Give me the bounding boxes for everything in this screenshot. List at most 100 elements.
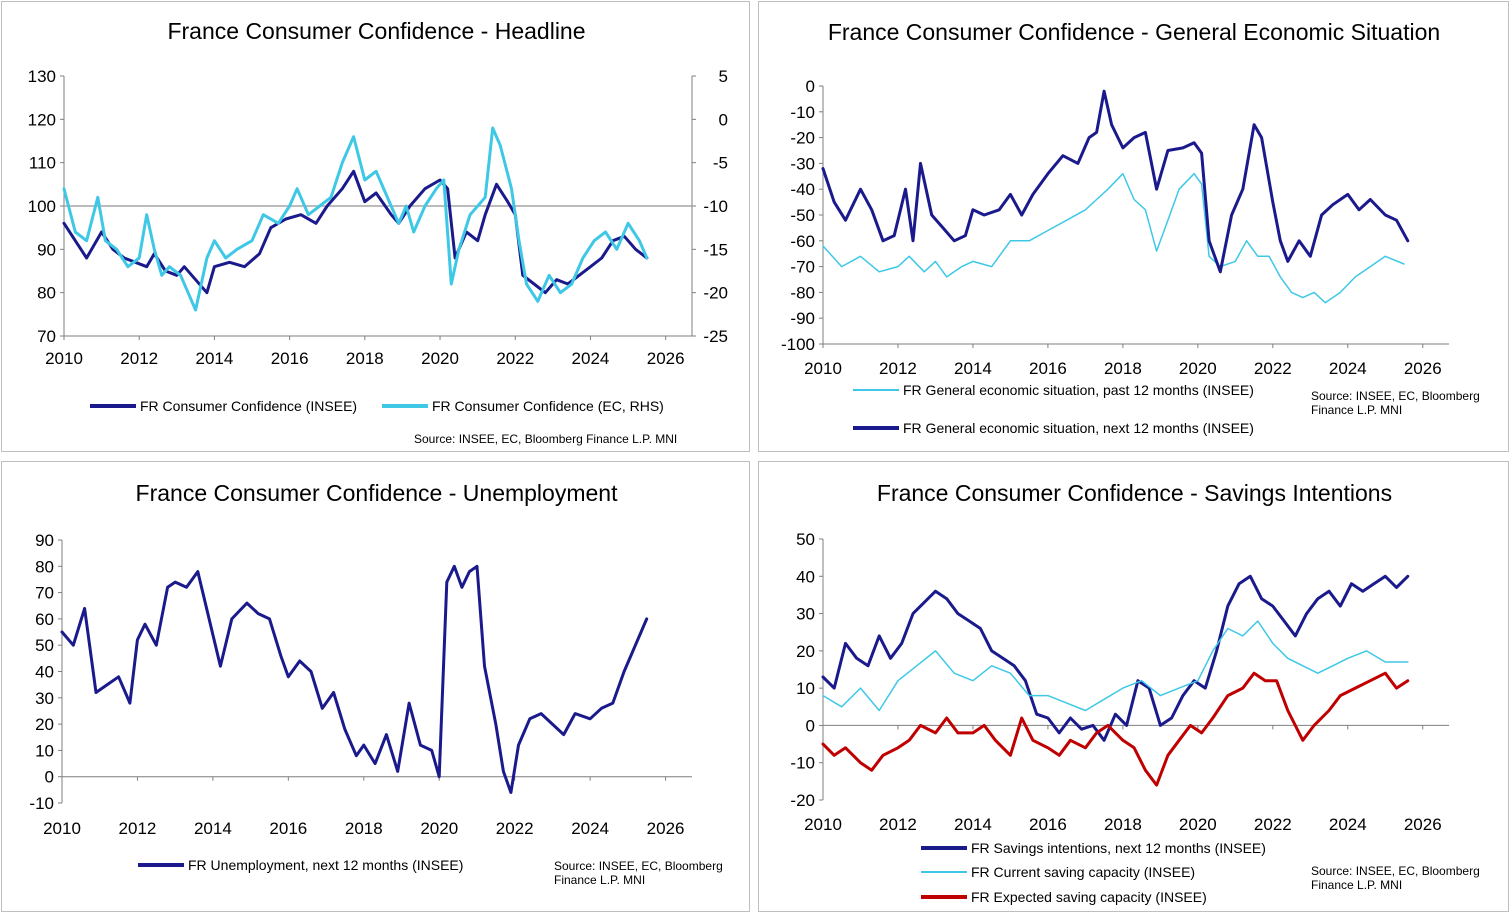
unemployment-chart-title: France Consumer Confidence - Unemploymen… — [135, 480, 618, 506]
y-tick-label: 40 — [796, 567, 815, 586]
x-tick-label: 2026 — [1404, 359, 1442, 378]
legend-line-swatch — [90, 404, 136, 408]
y-tick-label: 60 — [35, 610, 54, 629]
y-tick-label: -100 — [781, 335, 815, 354]
headline-chart-panel: France Consumer Confidence - Headline 20… — [1, 1, 750, 452]
x-tick-label: 2014 — [194, 819, 232, 838]
unemployment-chart-canvas: 2010 2012 2014 2016 2018 2020 2022 2024 2026-100… — [29, 531, 692, 838]
y2-tick-label: -5 — [713, 154, 728, 173]
x-tick-label: 2016 — [1029, 359, 1067, 378]
x-tick-label: 2024 — [572, 349, 610, 368]
y-tick-label: -30 — [790, 154, 815, 173]
savings-chart-title: France Consumer Confidence - Savings Int… — [876, 480, 1393, 506]
x-tick-label: 2010 — [43, 819, 81, 838]
y-tick-label: -90 — [790, 309, 815, 328]
x-tick-label: 2014 — [196, 349, 234, 368]
x-tick-label: 2018 — [346, 349, 384, 368]
legend-line-swatch — [921, 846, 967, 850]
series-line-general-1 — [821, 89, 1410, 274]
unemployment-chart-panel: France Consumer Confidence - Unemploymen… — [1, 461, 750, 912]
x-tick-label: 2020 — [420, 819, 458, 838]
x-tick-label: 2012 — [879, 815, 917, 834]
y-tick-label: -50 — [790, 206, 815, 225]
general-chart-canvas: 2010 2012 2014 2016 2018 2020 2022 2024 2026 0 -10… — [781, 77, 1449, 378]
series-line-general-0 — [822, 172, 1405, 304]
series-line-savings-0 — [821, 574, 1410, 742]
x-tick-label: 2024 — [571, 819, 609, 838]
series-line-unemployment-0 — [60, 564, 649, 794]
y2-tick-label: -15 — [703, 240, 728, 259]
x-tick-label: 2016 — [269, 819, 307, 838]
legend-label: FR Unemployment, next 12 months (INSEE) — [188, 857, 464, 873]
y-tick-label: -10 — [790, 754, 815, 773]
series-line-savings-2 — [821, 671, 1410, 787]
y-tick-label: 70 — [37, 327, 56, 346]
y-tick-label: 40 — [35, 663, 54, 682]
x-tick-label: 2024 — [1329, 815, 1367, 834]
x-tick-label: 2022 — [1254, 359, 1292, 378]
headline-legend-item-insee: FR Consumer Confidence (INSEE) — [90, 398, 357, 414]
savings-legend-item-intentions: FR Savings intentions, next 12 months (I… — [921, 840, 1266, 856]
headline-source-note: Source: INSEE, EC, Bloomberg Finance L.P… — [414, 432, 678, 446]
general-legend-item-next: FR General economic situation, next 12 m… — [853, 420, 1254, 436]
y-tick-label: -20 — [790, 791, 815, 810]
general-legend-item-past: FR General economic situation, past 12 m… — [853, 382, 1254, 398]
savings-legend-item-expected: FR Expected saving capacity (INSEE) — [921, 889, 1207, 905]
y2-tick-label: 5 — [719, 67, 728, 86]
x-tick-label: 2018 — [1104, 815, 1142, 834]
series-line-savings-1 — [822, 620, 1409, 712]
x-tick-label: 2012 — [120, 349, 158, 368]
legend-label: FR General economic situation, past 12 m… — [903, 382, 1254, 398]
x-tick-label: 2010 — [804, 359, 842, 378]
y-tick-label: -40 — [790, 180, 815, 199]
legend-label: FR Consumer Confidence (EC, RHS) — [432, 398, 664, 414]
y-tick-label: 80 — [37, 284, 56, 303]
x-tick-label: 2024 — [1329, 359, 1367, 378]
x-tick-label: 2026 — [647, 349, 685, 368]
headline-legend-item-ec: FR Consumer Confidence (EC, RHS) — [382, 398, 664, 414]
general-chart-title: France Consumer Confidence - General Eco… — [827, 19, 1441, 45]
x-tick-label: 2022 — [496, 819, 534, 838]
y2-tick-label: -20 — [703, 284, 728, 303]
y-tick-label: 10 — [35, 741, 54, 760]
legend-line-swatch — [921, 871, 967, 873]
y-tick-label: 20 — [35, 715, 54, 734]
x-tick-label: 2012 — [119, 819, 157, 838]
legend-label: FR General economic situation, next 12 m… — [903, 420, 1254, 436]
y-tick-label: 90 — [35, 531, 54, 550]
x-tick-label: 2010 — [804, 815, 842, 834]
y2-tick-label: 0 — [719, 110, 728, 129]
y-tick-label: 30 — [796, 605, 815, 624]
x-tick-label: 2020 — [421, 349, 459, 368]
x-tick-label: 2026 — [647, 819, 685, 838]
x-tick-label: 2026 — [1404, 815, 1442, 834]
y-tick-label: -10 — [29, 794, 54, 813]
y-tick-label: 70 — [35, 584, 54, 603]
y-tick-label: -10 — [790, 103, 815, 122]
y-tick-label: 50 — [796, 530, 815, 549]
y-tick-label: 50 — [35, 636, 54, 655]
legend-label: FR Expected saving capacity (INSEE) — [971, 889, 1207, 905]
y2-tick-label: -25 — [703, 327, 728, 346]
legend-label: FR Consumer Confidence (INSEE) — [140, 398, 358, 414]
x-tick-label: 2016 — [271, 349, 309, 368]
general-chart-panel: France Consumer Confidence - General Eco… — [758, 1, 1509, 452]
y-tick-label: 0 — [806, 716, 815, 735]
legend-label: FR Savings intentions, next 12 months (I… — [971, 840, 1266, 856]
y-tick-label: 30 — [35, 689, 54, 708]
y-tick-label: -60 — [790, 232, 815, 251]
x-tick-label: 2016 — [1029, 815, 1067, 834]
legend-label: FR Current saving capacity (INSEE) — [971, 864, 1196, 880]
x-tick-label: 2012 — [879, 359, 917, 378]
headline-chart-title: France Consumer Confidence - Headline — [167, 18, 586, 44]
y-tick-label: 110 — [29, 154, 56, 173]
y-tick-label: 0 — [45, 768, 54, 787]
y-tick-label: 0 — [806, 77, 815, 96]
legend-line-swatch — [382, 404, 428, 408]
y-tick-label: 80 — [35, 557, 54, 576]
y-tick-label: -20 — [790, 129, 815, 148]
savings-source-note: Source: INSEE, EC, Bloomberg Finance L.P… — [1311, 864, 1480, 892]
unemployment-legend-item: FR Unemployment, next 12 months (INSEE) — [138, 857, 463, 873]
savings-chart-panel: France Consumer Confidence - Savings Int… — [758, 461, 1509, 912]
x-tick-label: 2020 — [1179, 359, 1217, 378]
